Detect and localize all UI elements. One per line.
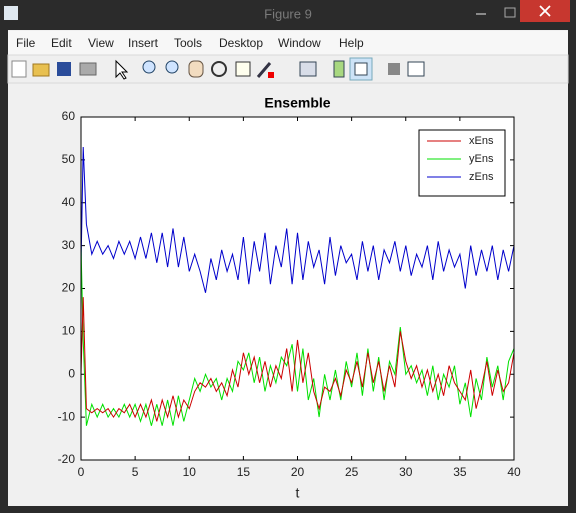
y-tick-label: 50 (62, 152, 76, 166)
y-tick-label: -10 (58, 409, 76, 423)
pan-icon[interactable] (188, 60, 204, 78)
menu-item[interactable]: Window (278, 36, 321, 50)
show-tools-icon[interactable] (407, 61, 425, 77)
chart-title: Ensemble (264, 95, 330, 111)
zoom-out-icon[interactable] (165, 60, 179, 74)
new-icon[interactable] (11, 60, 27, 78)
menu-item[interactable]: Help (339, 36, 364, 50)
x-tick-label: 0 (78, 465, 85, 479)
window-title: Figure 9 (264, 6, 312, 21)
save-icon[interactable] (57, 62, 71, 76)
x-axis-label: t (296, 485, 300, 501)
axes-box (80, 116, 515, 461)
brush-color (268, 72, 274, 78)
brush-icon[interactable] (256, 62, 272, 78)
open-icon[interactable] (32, 63, 50, 77)
colorbar-icon[interactable] (333, 60, 345, 78)
x-tick-label: 40 (507, 465, 521, 479)
x-tick-label: 10 (183, 465, 197, 479)
pointer-icon[interactable] (115, 59, 129, 80)
app-icon (4, 6, 18, 20)
maximize-button[interactable] (504, 7, 516, 18)
menu-bar (8, 31, 568, 55)
toolbar (7, 54, 569, 84)
legend-label: yEns (469, 153, 494, 165)
zoom-in-icon[interactable] (142, 60, 156, 74)
y-tick-label: 60 (62, 109, 76, 123)
y-tick-label: 40 (62, 195, 76, 209)
legend-label: zEns (469, 171, 494, 183)
x-tick-label: 30 (399, 465, 413, 479)
datacursor-icon[interactable] (235, 61, 251, 77)
x-tick-label: 5 (132, 465, 139, 479)
link-icon[interactable] (299, 61, 317, 77)
y-tick-label: 20 (62, 281, 76, 295)
legend-icon (354, 62, 368, 76)
close-icon (539, 5, 551, 17)
menu-item[interactable]: Edit (51, 36, 72, 50)
series-line (80, 146, 515, 293)
menu-item[interactable]: Desktop (219, 36, 263, 50)
x-tick-label: 25 (345, 465, 359, 479)
menu-item[interactable]: View (88, 36, 114, 50)
menu-item[interactable]: Tools (174, 36, 202, 50)
y-tick-label: 0 (68, 366, 75, 380)
menu-item[interactable]: Insert (128, 36, 159, 50)
x-tick-label: 35 (453, 465, 467, 479)
y-tick-label: -20 (58, 452, 76, 466)
x-tick-label: 15 (237, 465, 251, 479)
legend-label: xEns (469, 135, 494, 147)
rotate-icon[interactable] (211, 61, 227, 77)
x-tick-label: 20 (291, 465, 305, 479)
series-line (80, 297, 515, 422)
toolbar-icons (11, 57, 425, 81)
y-tick-label: 10 (62, 324, 76, 338)
hide-tools-icon[interactable] (388, 63, 400, 75)
menu-item[interactable]: File (16, 36, 36, 50)
print-icon[interactable] (79, 62, 97, 76)
y-tick-label: 30 (62, 238, 76, 252)
